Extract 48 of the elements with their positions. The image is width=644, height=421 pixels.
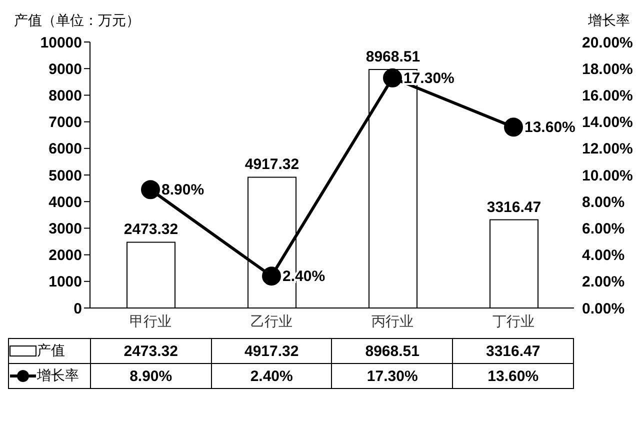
point bbox=[383, 68, 402, 88]
y2-axis-title: 增长率 bbox=[588, 12, 630, 30]
x-tick-label: 甲行业 bbox=[130, 312, 172, 329]
y2-tick-label: 12.00% bbox=[582, 140, 633, 158]
y-axis-title: 产值（单位：万元） bbox=[14, 12, 140, 30]
legend-label: 产值 bbox=[8, 338, 90, 364]
y-tick-label: 8000 bbox=[48, 88, 82, 105]
y-tick-label: 6000 bbox=[48, 140, 82, 158]
x-tick-label: 丁行业 bbox=[492, 312, 534, 329]
y-tick-label: 2000 bbox=[48, 247, 82, 264]
y-tick-label: 0 bbox=[74, 300, 82, 318]
data-label: 8.90% bbox=[90, 364, 212, 388]
y-tick-label: 4000 bbox=[48, 194, 82, 211]
y2-tick-label: 2.00% bbox=[582, 274, 625, 291]
y2-tick-label: 8.00% bbox=[582, 194, 625, 211]
y-tick-label: 1000 bbox=[48, 274, 82, 291]
text: 4917.32 bbox=[244, 156, 300, 174]
text: 3316.47 bbox=[486, 198, 542, 216]
x-tick-label: 乙行业 bbox=[250, 312, 292, 329]
data-label: 2.40% bbox=[211, 364, 332, 388]
y2-tick-label: 6.00% bbox=[582, 220, 625, 238]
data-label: 13.60% bbox=[452, 364, 574, 388]
text: 13.60% bbox=[524, 119, 576, 136]
data-label: 3316.47 bbox=[452, 338, 574, 364]
text: 8968.51 bbox=[366, 48, 420, 66]
y2-tick-label: 14.00% bbox=[582, 114, 633, 132]
y2-tick-label: 4.00% bbox=[582, 247, 625, 264]
y2-tick-label: 20.00% bbox=[582, 34, 633, 52]
y-tick-label: 3000 bbox=[48, 220, 82, 238]
legend-label: 增长率 bbox=[8, 364, 90, 388]
y2-tick-label: 18.00% bbox=[582, 60, 633, 78]
x-tick-label: 丙行业 bbox=[372, 312, 414, 329]
data-label: 8968.51 bbox=[332, 338, 453, 364]
y-tick-label: 9000 bbox=[48, 60, 82, 78]
y2-tick-label: 0.00% bbox=[582, 300, 625, 318]
y2-tick-label: 16.00% bbox=[582, 88, 633, 105]
point bbox=[504, 118, 523, 137]
point bbox=[141, 180, 160, 200]
y-tick-label: 5000 bbox=[48, 167, 82, 184]
y-tick-label: 7000 bbox=[48, 114, 82, 132]
y2-tick-label: 10.00% bbox=[582, 167, 633, 184]
point bbox=[262, 266, 281, 286]
data-label: 4917.32 bbox=[211, 338, 332, 364]
data-label: 17.30% bbox=[332, 364, 453, 388]
y-tick-label: 10000 bbox=[40, 34, 82, 52]
text: 2473.32 bbox=[124, 221, 178, 238]
data-label: 2473.32 bbox=[90, 338, 212, 364]
text: 8.90% bbox=[162, 182, 204, 199]
